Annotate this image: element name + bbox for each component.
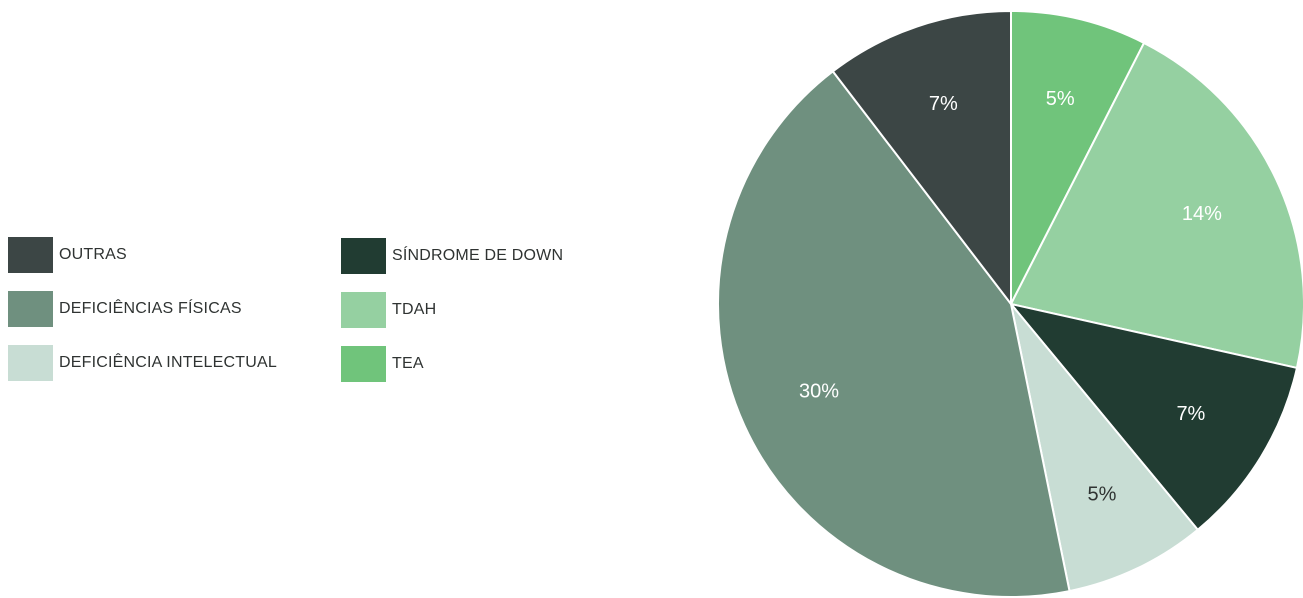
pie-label-tdah: 14% [1182, 203, 1222, 225]
pie-slice-deficiencia-intelectual [1010, 303, 1199, 593]
legend-label-tdah: TDAH [392, 301, 437, 318]
legend-label-outras: OUTRAS [59, 246, 127, 263]
pie-label-outras: 7% [929, 93, 958, 115]
legend-label-sindrome-de-down: SÍNDROME DE DOWN [392, 247, 564, 264]
legend-item-tdah: TDAH [341, 292, 436, 328]
legend-swatch-deficiencias-fisicas [8, 291, 53, 327]
legend-label-tea: TEA [392, 355, 424, 372]
legend-item-tea: TEA [341, 346, 424, 382]
pie-slice-tea [1010, 10, 1146, 305]
legend-item-deficiencia-intelectual: DEFICIÊNCIA INTELECTUAL [8, 345, 277, 381]
legend-swatch-tdah [341, 292, 386, 328]
legend-swatch-deficiencia-intelectual [8, 345, 53, 381]
chart-legend: OUTRAS DEFICIÊNCIAS FÍSICAS DEFICIÊNCIA … [8, 237, 628, 387]
pie-slice-sindrome-de-down [1010, 303, 1298, 531]
pie-label-tea: 5% [1046, 88, 1075, 110]
legend-label-deficiencias-fisicas: DEFICIÊNCIAS FÍSICAS [59, 300, 242, 317]
legend-item-sindrome-de-down: SÍNDROME DE DOWN [341, 238, 563, 274]
legend-swatch-sindrome-de-down [341, 238, 386, 274]
pie-chart: 5% 14% 7% 5% 30% 7% [717, 10, 1303, 598]
legend-item-deficiencias-fisicas: DEFICIÊNCIAS FÍSICAS [8, 291, 242, 327]
pie-label-deficiencias-fisicas: 30% [799, 380, 839, 402]
pie-slice-outras [831, 10, 1012, 305]
legend-label-deficiencia-intelectual: DEFICIÊNCIA INTELECTUAL [59, 354, 277, 371]
pie-slice-deficiencias-fisicas [717, 70, 1071, 598]
pie-label-deficiencia-intelectual: 5% [1088, 483, 1117, 505]
pie-label-sindrome-de-down: 7% [1176, 403, 1205, 425]
legend-item-outras: OUTRAS [8, 237, 127, 273]
legend-swatch-outras [8, 237, 53, 273]
pie-slice-tdah [1010, 41, 1303, 369]
legend-swatch-tea [341, 346, 386, 382]
